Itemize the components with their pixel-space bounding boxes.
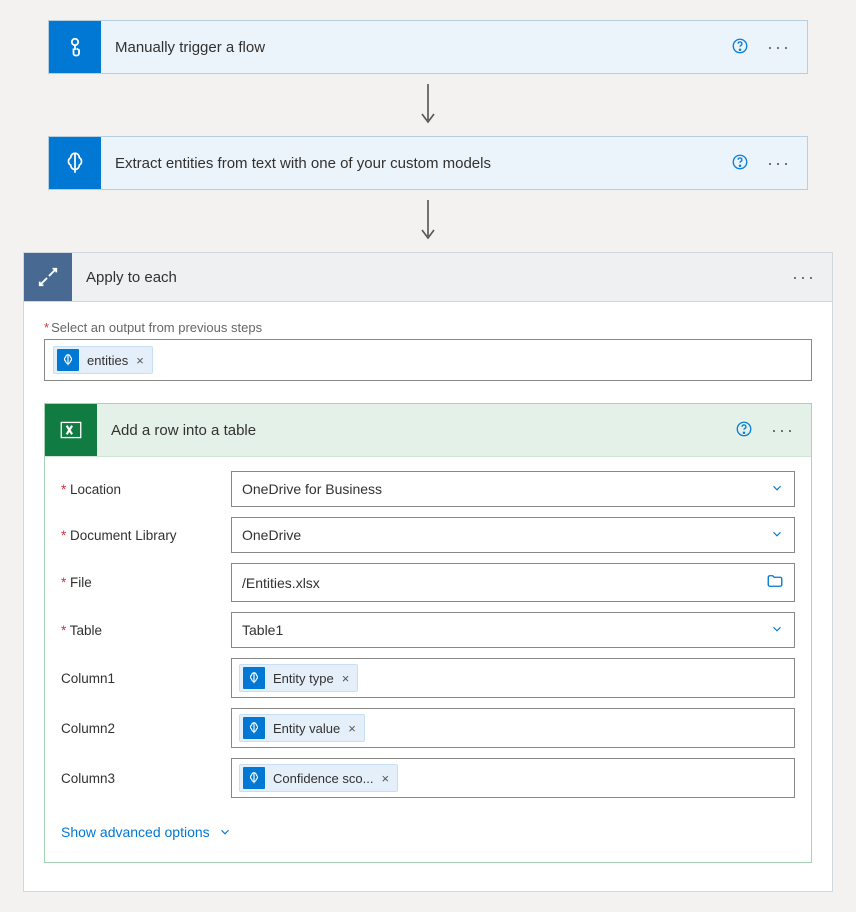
column2-label: Column2 — [61, 721, 231, 736]
token-label: Entity type — [273, 671, 334, 686]
help-icon[interactable] — [731, 37, 749, 58]
help-icon[interactable] — [731, 153, 749, 174]
apply-to-each-header[interactable]: Apply to each ··· — [24, 253, 832, 302]
trigger-title: Manually trigger a flow — [101, 39, 731, 56]
file-input[interactable]: /Entities.xlsx — [231, 563, 795, 602]
excel-add-row-card: Add a row into a table ··· Location — [44, 403, 812, 863]
token-label: Confidence sco... — [273, 771, 373, 786]
library-value: OneDrive — [242, 527, 301, 543]
location-label: Location — [61, 482, 231, 497]
token-remove-icon[interactable]: × — [136, 353, 144, 368]
help-icon[interactable] — [735, 420, 753, 441]
chevron-down-icon — [770, 622, 784, 639]
excel-title: Add a row into a table — [97, 422, 735, 439]
output-from-label: Select an output from previous steps — [44, 320, 812, 335]
excel-icon — [45, 404, 97, 456]
excel-header[interactable]: Add a row into a table ··· — [45, 404, 811, 457]
ai-token-icon — [57, 349, 79, 371]
loop-icon — [24, 253, 72, 301]
trigger-card[interactable]: Manually trigger a flow ··· — [48, 20, 808, 74]
more-icon[interactable]: ··· — [792, 268, 816, 286]
output-from-input[interactable]: entities × — [44, 339, 812, 381]
table-label: Table — [61, 623, 231, 638]
ai-token-icon — [243, 667, 265, 689]
token-remove-icon[interactable]: × — [348, 721, 356, 736]
token-remove-icon[interactable]: × — [381, 771, 389, 786]
chevron-down-icon — [218, 825, 232, 839]
chevron-down-icon — [770, 481, 784, 498]
column1-input[interactable]: Entity type × — [231, 658, 795, 698]
advanced-label: Show advanced options — [61, 824, 210, 840]
folder-picker-icon[interactable] — [766, 572, 784, 593]
file-label: File — [61, 575, 231, 590]
column2-input[interactable]: Entity value × — [231, 708, 795, 748]
arrow-icon — [418, 198, 438, 242]
apply-to-each-title: Apply to each — [72, 269, 792, 286]
token-entity-value[interactable]: Entity value × — [239, 714, 365, 742]
token-label: entities — [87, 353, 128, 368]
arrow-icon — [418, 82, 438, 126]
column1-label: Column1 — [61, 671, 231, 686]
file-value: /Entities.xlsx — [242, 575, 320, 591]
more-icon[interactable]: ··· — [771, 421, 795, 439]
more-icon[interactable]: ··· — [767, 38, 791, 56]
table-value: Table1 — [242, 622, 283, 638]
location-value: OneDrive for Business — [242, 481, 382, 497]
column3-label: Column3 — [61, 771, 231, 786]
show-advanced-options[interactable]: Show advanced options — [61, 824, 232, 840]
table-select[interactable]: Table1 — [231, 612, 795, 648]
ai-model-icon — [49, 137, 101, 189]
more-icon[interactable]: ··· — [767, 154, 791, 172]
column3-input[interactable]: Confidence sco... × — [231, 758, 795, 798]
ai-token-icon — [243, 767, 265, 789]
ai-extract-title: Extract entities from text with one of y… — [101, 155, 731, 172]
token-confidence-score[interactable]: Confidence sco... × — [239, 764, 398, 792]
ai-token-icon — [243, 717, 265, 739]
token-entity-type[interactable]: Entity type × — [239, 664, 358, 692]
chevron-down-icon — [770, 527, 784, 544]
apply-to-each-card: Apply to each ··· Select an output from … — [23, 252, 833, 892]
library-label: Document Library — [61, 528, 231, 543]
location-select[interactable]: OneDrive for Business — [231, 471, 795, 507]
token-entities[interactable]: entities × — [53, 346, 153, 374]
ai-extract-card[interactable]: Extract entities from text with one of y… — [48, 136, 808, 190]
library-select[interactable]: OneDrive — [231, 517, 795, 553]
token-remove-icon[interactable]: × — [342, 671, 350, 686]
token-label: Entity value — [273, 721, 340, 736]
touch-icon — [49, 21, 101, 73]
